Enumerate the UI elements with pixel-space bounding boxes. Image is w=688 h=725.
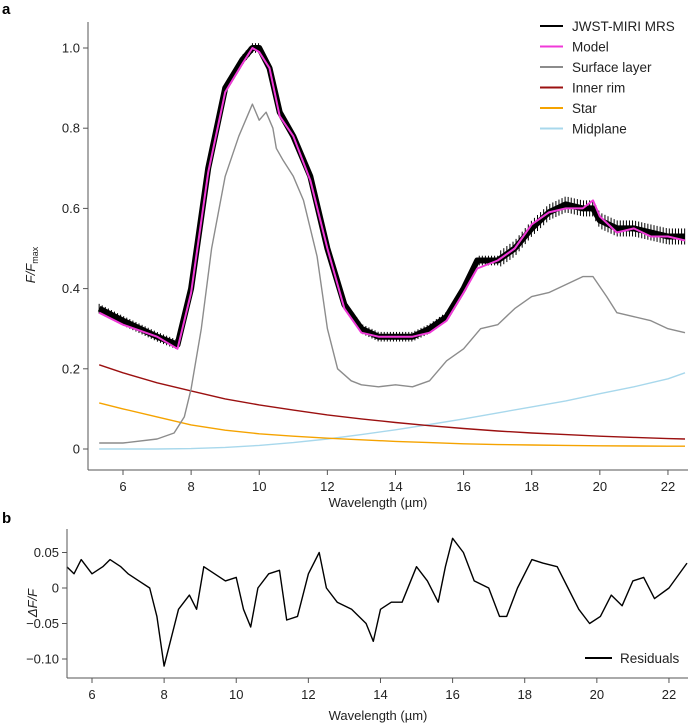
x-tick-label: 12 xyxy=(301,687,315,702)
x-tick-label: 16 xyxy=(445,687,459,702)
x-tick-label: 6 xyxy=(119,479,126,494)
panel-b-plot-area xyxy=(66,537,688,667)
y-tick-label: 0.4 xyxy=(62,281,80,296)
y-tick-label: 0.6 xyxy=(62,201,80,216)
legend-label-inner-rim: Inner rim xyxy=(572,81,625,96)
panel-b-ticks: 6 8 10 12 14 16 18 20 22 0.05 0 −0.05 −0.10 xyxy=(26,545,676,702)
panel-a-y-title: F/Fmax xyxy=(23,246,40,283)
series-line-inner-rim xyxy=(98,364,686,440)
series-line-model xyxy=(98,47,686,350)
x-tick-label: 10 xyxy=(229,687,243,702)
x-tick-label: 22 xyxy=(661,479,675,494)
x-tick-label: 20 xyxy=(590,687,604,702)
panel-a-label: a xyxy=(2,1,11,18)
panel-b: b 6 8 10 12 14 16 18 20 22 0.05 0 −0.05 −0.10 Wavele… xyxy=(2,510,688,723)
legend-label-model: Model xyxy=(572,40,609,55)
panel-a-plot-area xyxy=(97,43,686,450)
y-tick-label: 1.0 xyxy=(62,41,80,56)
series-line-residuals xyxy=(66,537,688,667)
legend-label-midplane: Midplane xyxy=(572,122,627,137)
x-tick-label: 18 xyxy=(517,687,531,702)
legend-label-residuals: Residuals xyxy=(620,651,680,666)
panel-a-x-title: Wavelength (µm) xyxy=(329,495,428,510)
x-tick-label: 18 xyxy=(524,479,538,494)
y-title-main: F/F xyxy=(23,263,38,284)
x-tick-label: 12 xyxy=(320,479,334,494)
x-tick-label: 8 xyxy=(188,479,195,494)
series-line-star xyxy=(99,402,685,447)
legend-label-surface-layer: Surface layer xyxy=(572,60,652,75)
y-title-sub: max xyxy=(30,246,40,264)
x-tick-label: 14 xyxy=(373,687,387,702)
y-tick-label: 0 xyxy=(73,442,80,457)
x-tick-label: 10 xyxy=(252,479,266,494)
panel-a-ticks: 6 8 10 12 14 16 18 20 22 0 0.2 0.4 0.6 0.8 1.0 xyxy=(62,41,675,495)
x-tick-label: 16 xyxy=(456,479,470,494)
x-tick-label: 6 xyxy=(88,687,95,702)
y-tick-label: 0.2 xyxy=(62,361,80,376)
x-tick-label: 20 xyxy=(593,479,607,494)
legend-label-star: Star xyxy=(572,101,597,116)
panel-a: a 6 8 10 12 14 16 18 20 22 0 0.2 0.4 0.6 0.8 1.0 Wavel… xyxy=(2,1,688,510)
y-tick-label: 0.05 xyxy=(34,545,59,560)
y-tick-label: 0.8 xyxy=(62,121,80,136)
y-tick-label: 0 xyxy=(52,581,59,596)
panel-b-y-title: ΔF/F xyxy=(25,588,40,618)
x-tick-label: 8 xyxy=(161,687,168,702)
panel-b-x-title: Wavelength (µm) xyxy=(329,708,428,723)
panel-a-legend: JWST-MIRI MRS Model Surface layer Inner rim… xyxy=(540,19,675,137)
legend-label-jwst-miri-mrs: JWST-MIRI MRS xyxy=(572,19,675,34)
y-tick-label: −0.05 xyxy=(26,616,59,631)
x-tick-label: 22 xyxy=(662,687,676,702)
x-tick-label: 14 xyxy=(388,479,402,494)
series-line-surface-layer xyxy=(99,103,686,444)
panel-b-legend: Residuals xyxy=(585,651,680,666)
y-tick-label: −0.10 xyxy=(26,652,59,667)
series-line-midplane xyxy=(99,372,686,450)
panel-b-label: b xyxy=(2,510,11,527)
